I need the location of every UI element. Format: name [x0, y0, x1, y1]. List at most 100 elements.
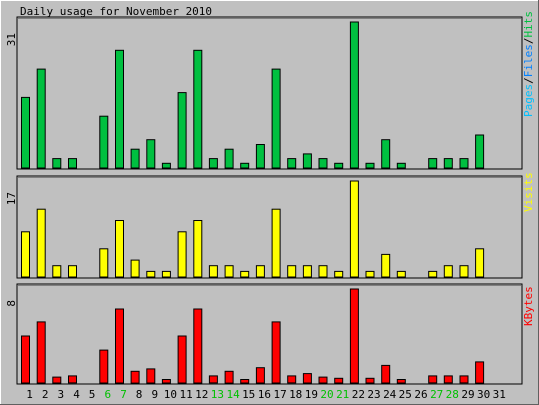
bar-visits-day-9	[146, 270, 156, 278]
bar-visits-day-16	[255, 265, 265, 278]
panel-frame	[16, 16, 523, 170]
xtick-day-11: 11	[179, 388, 192, 401]
bar-hits-day-30	[475, 134, 485, 169]
bar-kbytes-day-14	[224, 370, 234, 384]
bar-kbytes-day-28	[443, 375, 453, 384]
bar-hits-day-6	[99, 115, 109, 169]
panel-visits: 17	[5, 175, 523, 279]
bar-visits-day-11	[177, 231, 187, 278]
xtick-day-20: 20	[320, 388, 333, 401]
bar-kbytes-day-12	[193, 308, 203, 384]
xtick-day-4: 4	[73, 388, 80, 401]
xtick-day-9: 9	[151, 388, 158, 401]
xtick-day-7: 7	[120, 388, 127, 401]
xtick-day-8: 8	[136, 388, 143, 401]
xtick-day-12: 12	[195, 388, 208, 401]
xtick-day-5: 5	[89, 388, 96, 401]
xtick-day-14: 14	[226, 388, 240, 401]
xtick-day-17: 17	[273, 388, 286, 401]
bar-visits-day-2	[36, 208, 46, 278]
bar-visits-day-20	[318, 265, 328, 278]
legend-hits-part: /	[522, 77, 535, 84]
bar-hits-day-1	[21, 96, 30, 169]
bar-hits-day-20	[318, 158, 328, 169]
legend-hits: Pages/Files/Hits	[522, 11, 535, 117]
bar-kbytes-day-27	[428, 375, 438, 384]
xtick-day-24: 24	[383, 388, 397, 401]
xtick-day-22: 22	[352, 388, 365, 401]
bar-hits-day-8	[130, 148, 140, 169]
xtick-day-2: 2	[42, 388, 49, 401]
bar-hits-day-7	[115, 49, 124, 169]
xtick-day-30: 30	[477, 388, 490, 401]
bar-kbytes-day-2	[36, 321, 46, 384]
bar-hits-day-25	[396, 162, 406, 169]
xtick-day-19: 19	[305, 388, 318, 401]
xtick-day-25: 25	[399, 388, 412, 401]
legend-visits-part: Visits	[522, 172, 535, 212]
bar-visits-day-29	[459, 265, 469, 278]
bar-visits-day-30	[475, 248, 485, 278]
xtick-day-18: 18	[289, 388, 302, 401]
xtick-day-6: 6	[104, 388, 111, 401]
panel-frame	[16, 175, 523, 279]
bar-visits-day-3	[52, 265, 62, 278]
xtick-day-1: 1	[26, 388, 33, 401]
bar-visits-day-10	[161, 270, 171, 278]
bar-visits-day-6	[99, 248, 109, 278]
bar-visits-day-19	[302, 265, 312, 278]
xtick-day-13: 13	[211, 388, 224, 401]
bar-hits-day-24	[381, 139, 391, 169]
bar-kbytes-day-30	[475, 361, 485, 384]
bar-kbytes-day-8	[130, 370, 140, 384]
xtick-day-27: 27	[430, 388, 443, 401]
bar-hits-day-22	[349, 21, 359, 169]
bar-hits-day-21	[334, 162, 344, 169]
bar-hits-day-27	[428, 158, 438, 169]
xtick-day-21: 21	[336, 388, 349, 401]
bar-hits-day-10	[161, 162, 171, 169]
bar-hits-day-16	[255, 144, 265, 169]
bar-visits-day-27	[428, 270, 438, 278]
bar-hits-day-11	[177, 92, 187, 169]
bar-kbytes-day-4	[68, 375, 77, 384]
xtick-day-28: 28	[446, 388, 459, 401]
bar-hits-day-9	[146, 139, 156, 169]
bar-kbytes-day-1	[21, 335, 30, 384]
bar-hits-day-14	[224, 148, 234, 169]
bar-kbytes-day-6	[99, 349, 109, 384]
panel-kbytes: 8	[5, 283, 523, 385]
bar-kbytes-day-10	[161, 379, 171, 384]
bar-hits-day-17	[271, 68, 281, 169]
bar-visits-day-1	[21, 231, 30, 278]
bar-visits-day-12	[193, 220, 203, 278]
ytick-kbytes: 8	[5, 300, 18, 307]
bar-hits-day-19	[302, 153, 312, 169]
bar-hits-day-12	[193, 49, 203, 169]
bar-visits-day-17	[271, 208, 281, 278]
bar-kbytes-day-23	[365, 377, 375, 384]
xtick-day-23: 23	[367, 388, 380, 401]
bar-kbytes-day-22	[349, 288, 359, 384]
bar-kbytes-day-21	[334, 377, 344, 384]
bar-hits-day-3	[52, 158, 62, 169]
bar-kbytes-day-17	[271, 321, 281, 384]
ytick-hits: 31	[5, 33, 18, 46]
bar-hits-day-23	[365, 162, 375, 169]
ytick-visits: 17	[5, 192, 18, 205]
xtick-day-15: 15	[242, 388, 255, 401]
bar-hits-day-29	[459, 158, 469, 169]
bar-kbytes-day-25	[396, 379, 406, 384]
bar-kbytes-day-24	[381, 364, 391, 384]
legend-hits-part: Pages	[522, 84, 535, 117]
legend-hits-part: Hits	[522, 11, 535, 38]
bar-hits-day-18	[287, 158, 297, 169]
bar-hits-day-2	[36, 68, 46, 169]
bar-kbytes-day-16	[255, 367, 265, 384]
legend-hits-part: Files	[522, 44, 535, 77]
xtick-day-29: 29	[461, 388, 474, 401]
bar-kbytes-day-9	[146, 368, 156, 384]
bar-kbytes-day-3	[52, 376, 62, 384]
